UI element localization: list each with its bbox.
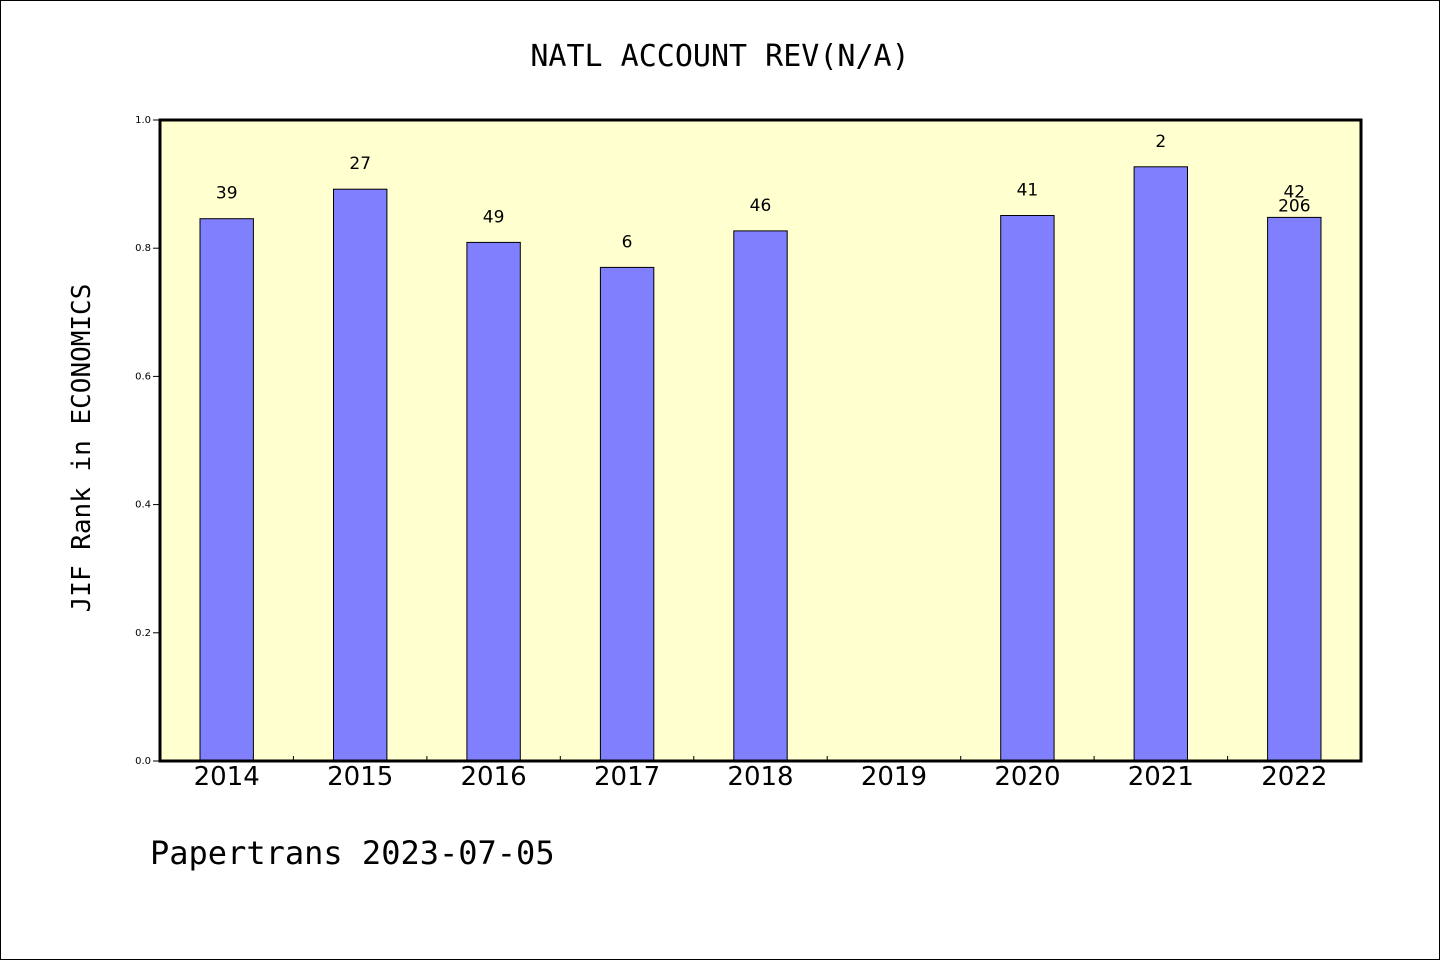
- x-axis: 2014 2015 2016 2017 2018 2019 2020 2021 2022: [194, 756, 1327, 792]
- y-axis: 0.0 0.2 0.4 0.6 0.8 1.0: [135, 115, 160, 767]
- y-tick-label-0.6: 0.6: [135, 371, 151, 382]
- chart-title: NATL ACCOUNT REV(N/A): [530, 39, 909, 74]
- x-tick-label-2021: 2021: [1128, 762, 1194, 792]
- bar-2018: [733, 230, 788, 762]
- y-tick-label-0.8: 0.8: [135, 243, 151, 254]
- y-tick-label-1.0: 1.0: [135, 115, 151, 126]
- x-tick-label-2020: 2020: [994, 762, 1060, 792]
- y-tick-label-0.2: 0.2: [135, 628, 151, 639]
- y-tick-label-0.0: 0.0: [135, 756, 151, 767]
- x-tick-label-2018: 2018: [727, 762, 793, 792]
- x-tick-label-2016: 2016: [461, 762, 527, 792]
- bar-2015: [333, 188, 388, 762]
- bar-2020: [1000, 215, 1055, 762]
- footer-credit: Papertrans 2023-07-05: [150, 834, 555, 872]
- bar-label-secondary-2022: 206: [1278, 196, 1310, 216]
- bar-label-2018: 46: [750, 196, 772, 216]
- plot-border: [158, 118, 1363, 763]
- bar-label-2014: 39: [216, 184, 238, 204]
- x-tick-label-2014: 2014: [194, 762, 260, 792]
- bar-2021: [1133, 166, 1188, 762]
- x-tick-label-2015: 2015: [327, 762, 393, 792]
- bar-2016: [466, 241, 521, 762]
- x-tick-label-2017: 2017: [594, 762, 660, 792]
- bar-2017: [599, 266, 655, 762]
- bars-group: [199, 166, 1322, 762]
- y-axis-label: JIF Rank in ECONOMICS: [67, 284, 97, 613]
- bar-label-2022: 42: [1283, 182, 1305, 202]
- bar-label-2017: 6: [622, 232, 633, 252]
- x-tick-label-2022: 2022: [1261, 762, 1327, 792]
- bar-label-2021: 2: [1155, 132, 1166, 152]
- bar-2014: [199, 218, 254, 762]
- x-tick-label-2019: 2019: [861, 762, 927, 792]
- bar-label-2016: 49: [483, 207, 505, 227]
- bar-label-2020: 41: [1017, 181, 1039, 201]
- bar-2022: [1267, 216, 1322, 762]
- bar-label-2015: 27: [349, 154, 371, 174]
- y-tick-label-0.4: 0.4: [135, 500, 151, 511]
